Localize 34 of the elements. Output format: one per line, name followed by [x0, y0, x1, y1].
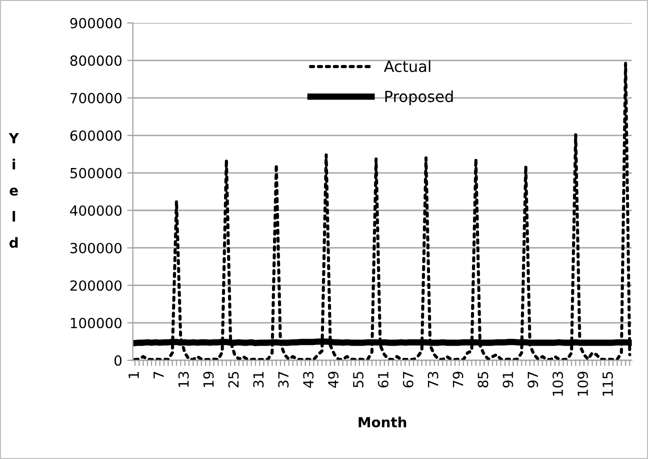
x-tick-label: 19 — [203, 372, 214, 387]
x-tick-label: 97 — [528, 372, 538, 388]
x-tick-label: 109 — [578, 372, 588, 396]
x-tick-label: 91 — [502, 372, 514, 388]
y-tick-label: 700000 — [70, 92, 122, 104]
x-tick-label: 13 — [178, 372, 189, 387]
x-tick-label: 73 — [428, 372, 438, 388]
y-tick-label: 900000 — [70, 18, 122, 28]
y-tick-label: 100000 — [70, 318, 122, 328]
x-tick-label: 43 — [303, 372, 314, 388]
x-tick-label: 25 — [228, 372, 239, 388]
x-tick-label: 55 — [353, 372, 364, 388]
x-tick-label: 115 — [602, 372, 613, 396]
x-tick-label: 49 — [328, 372, 339, 388]
y-tick-label: 600000 — [70, 130, 122, 141]
x-tick-label: 37 — [278, 372, 289, 388]
x-axis-title: Month — [358, 416, 406, 428]
y-tick-label: 200000 — [70, 280, 122, 291]
x-tick-label: 67 — [402, 372, 414, 388]
x-tick-label: 85 — [478, 372, 488, 388]
y-tick-label: 800000 — [70, 55, 122, 66]
x-tick-label: 103 — [552, 372, 564, 396]
y-tick-label: 300000 — [70, 242, 122, 254]
x-tick-label: 1 — [128, 372, 139, 378]
y-tick-label: 0 — [114, 355, 122, 366]
x-tick-label: 31 — [253, 372, 264, 388]
y-tick-label: 500000 — [70, 168, 122, 178]
legend-label: Proposed — [385, 90, 453, 106]
x-tick-label: 79 — [452, 372, 464, 388]
y-tick-label: 400000 — [70, 205, 122, 216]
legend-label: Actual — [384, 60, 430, 72]
text: Yield — [8, 133, 20, 248]
x-tick-label: 61 — [378, 372, 388, 388]
x-tick-label: 7 — [154, 372, 164, 378]
